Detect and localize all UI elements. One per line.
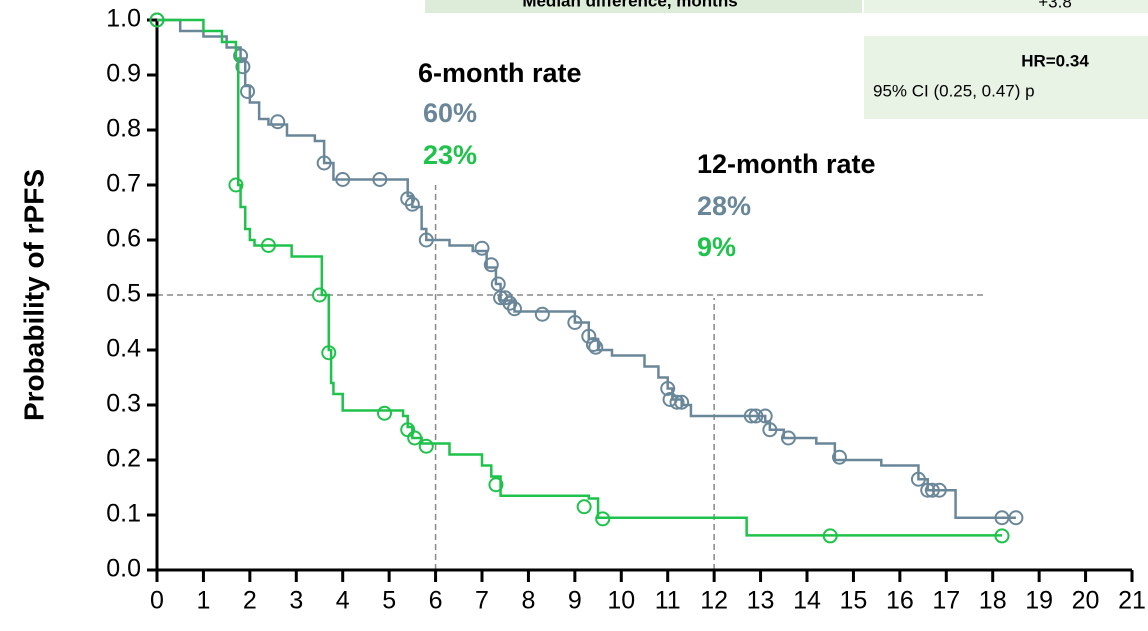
censor-mark: [335, 172, 351, 187]
censor-mark: [748, 408, 764, 424]
censor-mark: [240, 84, 256, 99]
annotation-rate: 23%: [423, 140, 477, 170]
y-tick-label: 1.0: [106, 5, 141, 33]
x-tick-label: 11: [655, 587, 681, 615]
censor-mark: [418, 232, 434, 248]
table-cell: [425, 0, 862, 13]
y-tick-label: 0.9: [106, 60, 141, 88]
annotation-rate: 60%: [423, 98, 477, 128]
table-value: +3.8: [1038, 0, 1072, 11]
censor-mark: [757, 408, 773, 424]
y-tick-label: 0.1: [106, 500, 141, 528]
x-tick-label: 15: [840, 587, 868, 615]
annotation-rate: 9%: [697, 232, 736, 262]
censor-mark: [581, 328, 597, 344]
x-tick-label: 2: [243, 587, 257, 615]
censor-mark: [931, 482, 947, 498]
y-tick-label: 0.6: [106, 225, 141, 253]
x-tick-label: 4: [336, 587, 350, 615]
x-tick-label: 8: [521, 587, 535, 615]
table-cell: [864, 36, 1148, 119]
hazard-ratio: HR=0.34: [1021, 51, 1089, 70]
censor-mark: [270, 114, 286, 130]
x-tick-label: 21: [1118, 587, 1146, 615]
table-label: Median difference, months: [522, 0, 737, 10]
y-tick-label: 0.4: [106, 335, 141, 363]
annotation-rate: 28%: [697, 191, 751, 221]
x-tick-label: 3: [289, 587, 303, 615]
censor-mark: [674, 394, 690, 410]
censor-mark: [149, 12, 165, 28]
y-axis-title: Probability of rPFS: [18, 169, 49, 421]
y-tick-label: 0.3: [106, 390, 141, 418]
censor-mark: [490, 276, 506, 292]
censor-mark: [312, 287, 327, 303]
x-tick-label: 5: [382, 587, 396, 615]
censor-mark: [407, 430, 423, 446]
x-tick-label: 18: [979, 587, 1007, 615]
censor-mark: [483, 257, 499, 273]
censor-mark: [1008, 510, 1024, 526]
table-cell: [864, 0, 1148, 13]
censor-mark: [372, 172, 388, 187]
censor-mark: [316, 155, 332, 171]
censor-mark: [235, 59, 251, 75]
censor-mark: [924, 482, 940, 498]
censor-mark: [404, 196, 420, 212]
x-tick-label: 0: [150, 587, 164, 615]
censor-mark: [588, 339, 604, 355]
censor-mark: [762, 422, 778, 438]
censor-mark: [780, 430, 796, 446]
y-tick-label: 0.2: [106, 445, 141, 473]
censor-mark: [585, 337, 601, 352]
y-tick-label: 0.7: [106, 170, 141, 198]
x-tick-label: 14: [793, 587, 821, 615]
censor-mark: [260, 238, 276, 253]
y-tick-label: 0.5: [106, 280, 141, 308]
censor-mark: [822, 528, 838, 544]
censor-mark: [660, 381, 676, 396]
censor-mark: [534, 306, 550, 322]
censor-mark: [474, 240, 490, 256]
censor-mark: [377, 405, 392, 421]
annotation-title: 6-month rate: [418, 58, 582, 88]
confidence-interval: 95% CI (0.25, 0.47) p: [873, 81, 1035, 100]
annotation-title: 12-month rate: [697, 149, 876, 179]
x-tick-label: 16: [886, 587, 914, 615]
x-tick-label: 1: [196, 587, 210, 615]
x-tick-label: 9: [568, 587, 582, 615]
censor-mark: [418, 438, 434, 454]
x-tick-label: 13: [747, 587, 775, 615]
y-tick-label: 0.0: [106, 555, 141, 583]
censor-mark: [832, 449, 847, 465]
censor-mark: [233, 48, 249, 64]
x-tick-label: 20: [1072, 587, 1100, 615]
x-tick-label: 19: [1025, 587, 1053, 615]
censor-mark: [567, 315, 583, 330]
x-tick-label: 7: [475, 587, 489, 615]
survival-curve: [157, 18, 1002, 537]
censor-mark: [321, 345, 337, 361]
y-tick-label: 0.8: [106, 115, 141, 143]
x-tick-label: 17: [932, 587, 960, 615]
censor-mark: [920, 482, 936, 498]
censor-mark: [488, 477, 504, 493]
censor-mark: [228, 177, 244, 193]
x-tick-label: 6: [429, 587, 443, 615]
censor-mark: [910, 471, 926, 487]
censor-mark: [576, 499, 592, 515]
x-tick-label: 12: [700, 587, 728, 615]
x-tick-label: 10: [607, 587, 635, 615]
censor-mark: [669, 394, 685, 410]
censor-mark: [507, 301, 522, 317]
censor-mark: [595, 511, 611, 527]
censor-mark: [994, 528, 1010, 544]
